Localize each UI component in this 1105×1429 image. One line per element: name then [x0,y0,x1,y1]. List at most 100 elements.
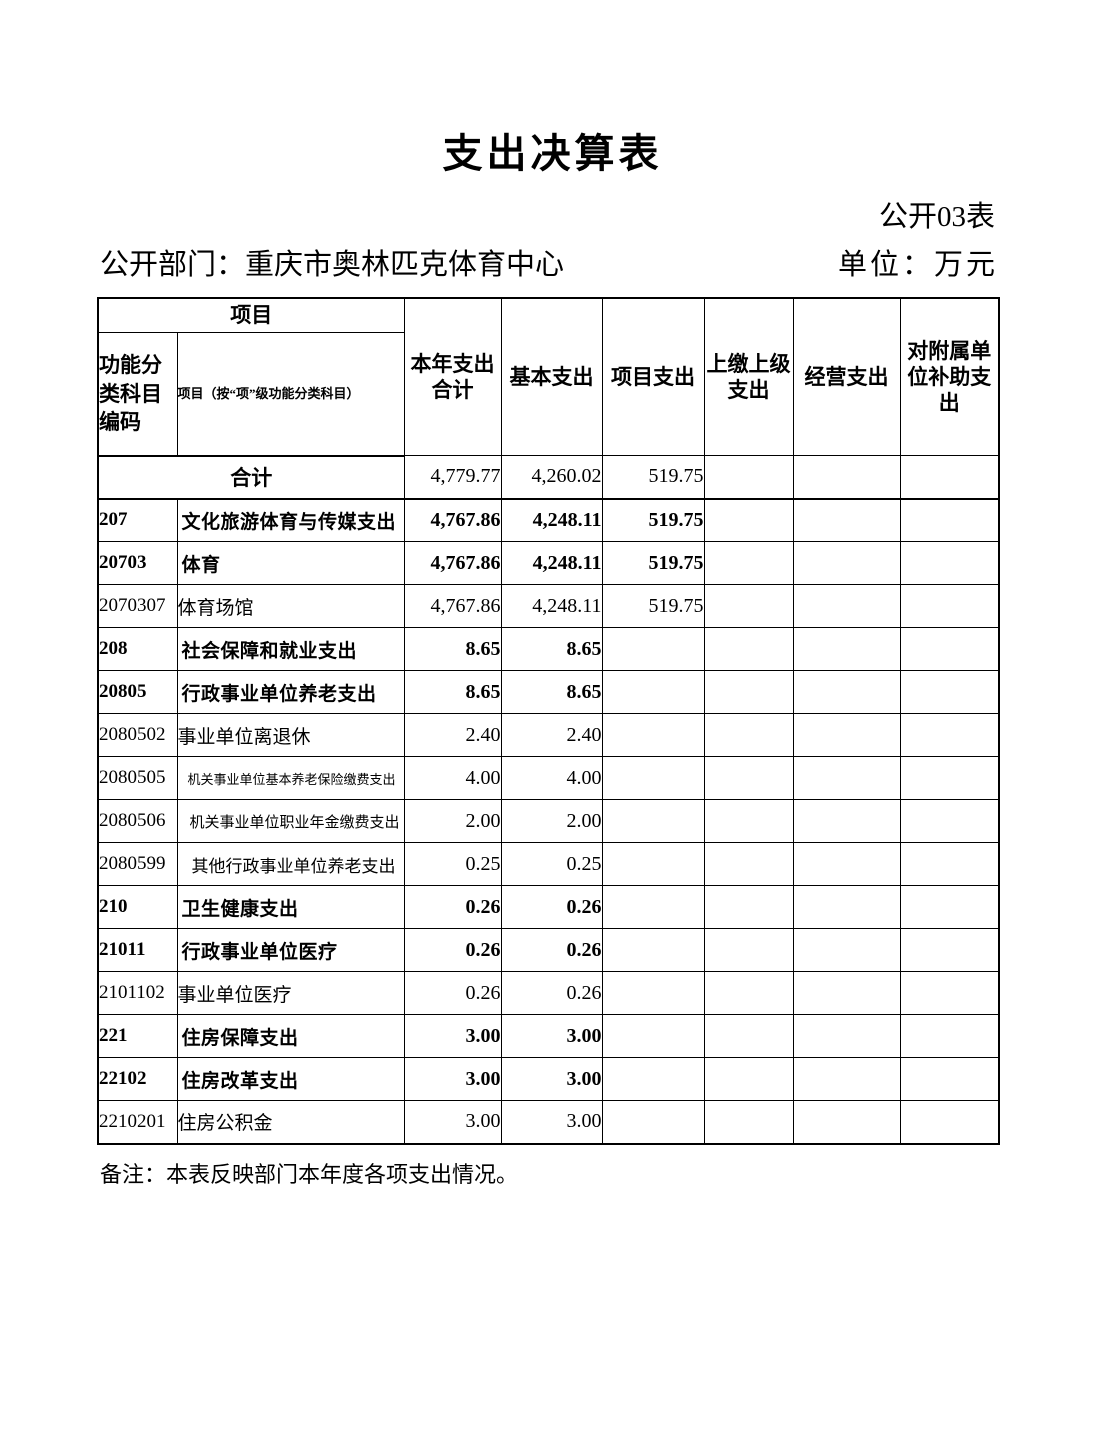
cell-total: 4,767.86 [403,498,502,543]
cell-operating [792,584,901,629]
table-row: 2080599 其他行政事业单位养老支出 0.25 0.25 [97,842,1000,887]
cell-operating [792,756,901,801]
cell-upper [703,541,794,586]
cell-operating [792,971,901,1016]
cell-basic: 4,248.11 [500,498,603,543]
cell-subsidy [899,498,1000,543]
cell-total: 4,767.86 [403,541,502,586]
cell-subsidy [899,541,1000,586]
cell-upper [703,584,794,629]
cell-subsidy [899,455,1000,500]
cell-upper [703,885,794,930]
table-row: 221 住房保障支出 3.00 3.00 [97,1014,1000,1059]
cell-basic: 3.00 [500,1057,603,1102]
table-row: 21011 行政事业单位医疗 0.26 0.26 [97,928,1000,973]
cell-code: 210 [97,885,178,930]
cell-project [601,1014,705,1059]
header-col-basic: 基本支出 [500,297,603,457]
cell-name: 住房保障支出 [176,1014,405,1059]
cell-basic: 4,260.02 [500,455,603,500]
cell-total: 3.00 [403,1100,502,1145]
cell-operating [792,1057,901,1102]
cell-basic: 8.65 [500,670,603,715]
cell-subsidy [899,670,1000,715]
cell-subsidy [899,627,1000,672]
cell-name: 机关事业单位基本养老保险缴费支出 [176,756,405,801]
cell-name: 体育场馆 [176,584,405,629]
cell-code: 208 [97,627,178,672]
cell-total: 0.25 [403,842,502,887]
table-row: 20805 行政事业单位养老支出 8.65 8.65 [97,670,1000,715]
cell-upper [703,799,794,844]
cell-project [601,799,705,844]
cell-code: 2080505 [97,756,178,801]
cell-project [601,928,705,973]
cell-code: 2101102 [97,971,178,1016]
cell-subsidy [899,1014,1000,1059]
cell-name: 行政事业单位医疗 [176,928,405,973]
cell-project [601,713,705,758]
table-row: 20703 体育 4,767.86 4,248.11 519.75 [97,541,1000,586]
cell-upper [703,1014,794,1059]
cell-operating [792,885,901,930]
cell-project: 519.75 [601,455,705,500]
table-code-label: 公开03表 [878,201,995,233]
cell-operating [792,627,901,672]
cell-basic: 0.26 [500,885,603,930]
cell-name: 机关事业单位职业年金缴费支出 [176,799,405,844]
cell-code: 2080599 [97,842,178,887]
cell-code: 20805 [97,670,178,715]
header-code-col: 功能分类科目编码 [97,332,178,457]
cell-total: 8.65 [403,670,502,715]
cell-upper [703,627,794,672]
cell-operating [792,455,901,500]
cell-project [601,756,705,801]
header-col-subsidy: 对附属单位补助支出 [899,297,1000,457]
cell-project: 519.75 [601,584,705,629]
table-row: 2080505 机关事业单位基本养老保险缴费支出 4.00 4.00 [97,756,1000,801]
cell-operating [792,1100,901,1145]
cell-upper [703,1100,794,1145]
header-row-project: 项目 本年支出合计 基本支出 项目支出 上缴上级支出 经营支出 对附属单位补助支… [97,297,1000,457]
page-title: 支出决算表 [442,132,663,176]
cell-total: 0.26 [403,928,502,973]
cell-subsidy [899,584,1000,629]
cell-code: 221 [97,1014,178,1059]
cell-upper [703,713,794,758]
cell-operating [792,928,901,973]
header-col-total: 本年支出合计 [403,297,502,457]
cell-name: 事业单位医疗 [176,971,405,1016]
table-body: 合计 4,779.77 4,260.02 519.75 207 文化旅游体育与传媒支出 4,… [97,455,1000,1145]
cell-basic: 3.00 [500,1100,603,1145]
cell-code: 2080506 [97,799,178,844]
cell-subsidy [899,1057,1000,1102]
cell-code: 21011 [97,928,178,973]
cell-upper [703,971,794,1016]
cell-subsidy [899,885,1000,930]
cell-code: 2210201 [97,1100,178,1145]
cell-subsidy [899,928,1000,973]
cell-subsidy [899,1100,1000,1145]
cell-subsidy [899,971,1000,1016]
unit-label: 单位：万元 [837,248,998,281]
cell-operating [792,842,901,887]
header-project-group: 项目 [97,297,405,334]
cell-row-label: 合计 [97,455,405,500]
cell-project [601,1100,705,1145]
table-row: 合计 4,779.77 4,260.02 519.75 [97,455,1000,500]
cell-total: 3.00 [403,1014,502,1059]
cell-name: 住房公积金 [176,1100,405,1145]
table-row: 2210201 住房公积金 3.00 3.00 [97,1100,1000,1145]
cell-name: 社会保障和就业支出 [176,627,405,672]
cell-project [601,885,705,930]
cell-total: 0.26 [403,885,502,930]
cell-basic: 4.00 [500,756,603,801]
cell-code: 2080502 [97,713,178,758]
header-name-col: 项目（按“项”级功能分类科目） [176,332,405,457]
cell-operating [792,799,901,844]
table-row: 2080506 机关事业单位职业年金缴费支出 2.00 2.00 [97,799,1000,844]
table-row: 2101102 事业单位医疗 0.26 0.26 [97,971,1000,1016]
cell-total: 8.65 [403,627,502,672]
cell-upper [703,498,794,543]
cell-basic: 4,248.11 [500,584,603,629]
